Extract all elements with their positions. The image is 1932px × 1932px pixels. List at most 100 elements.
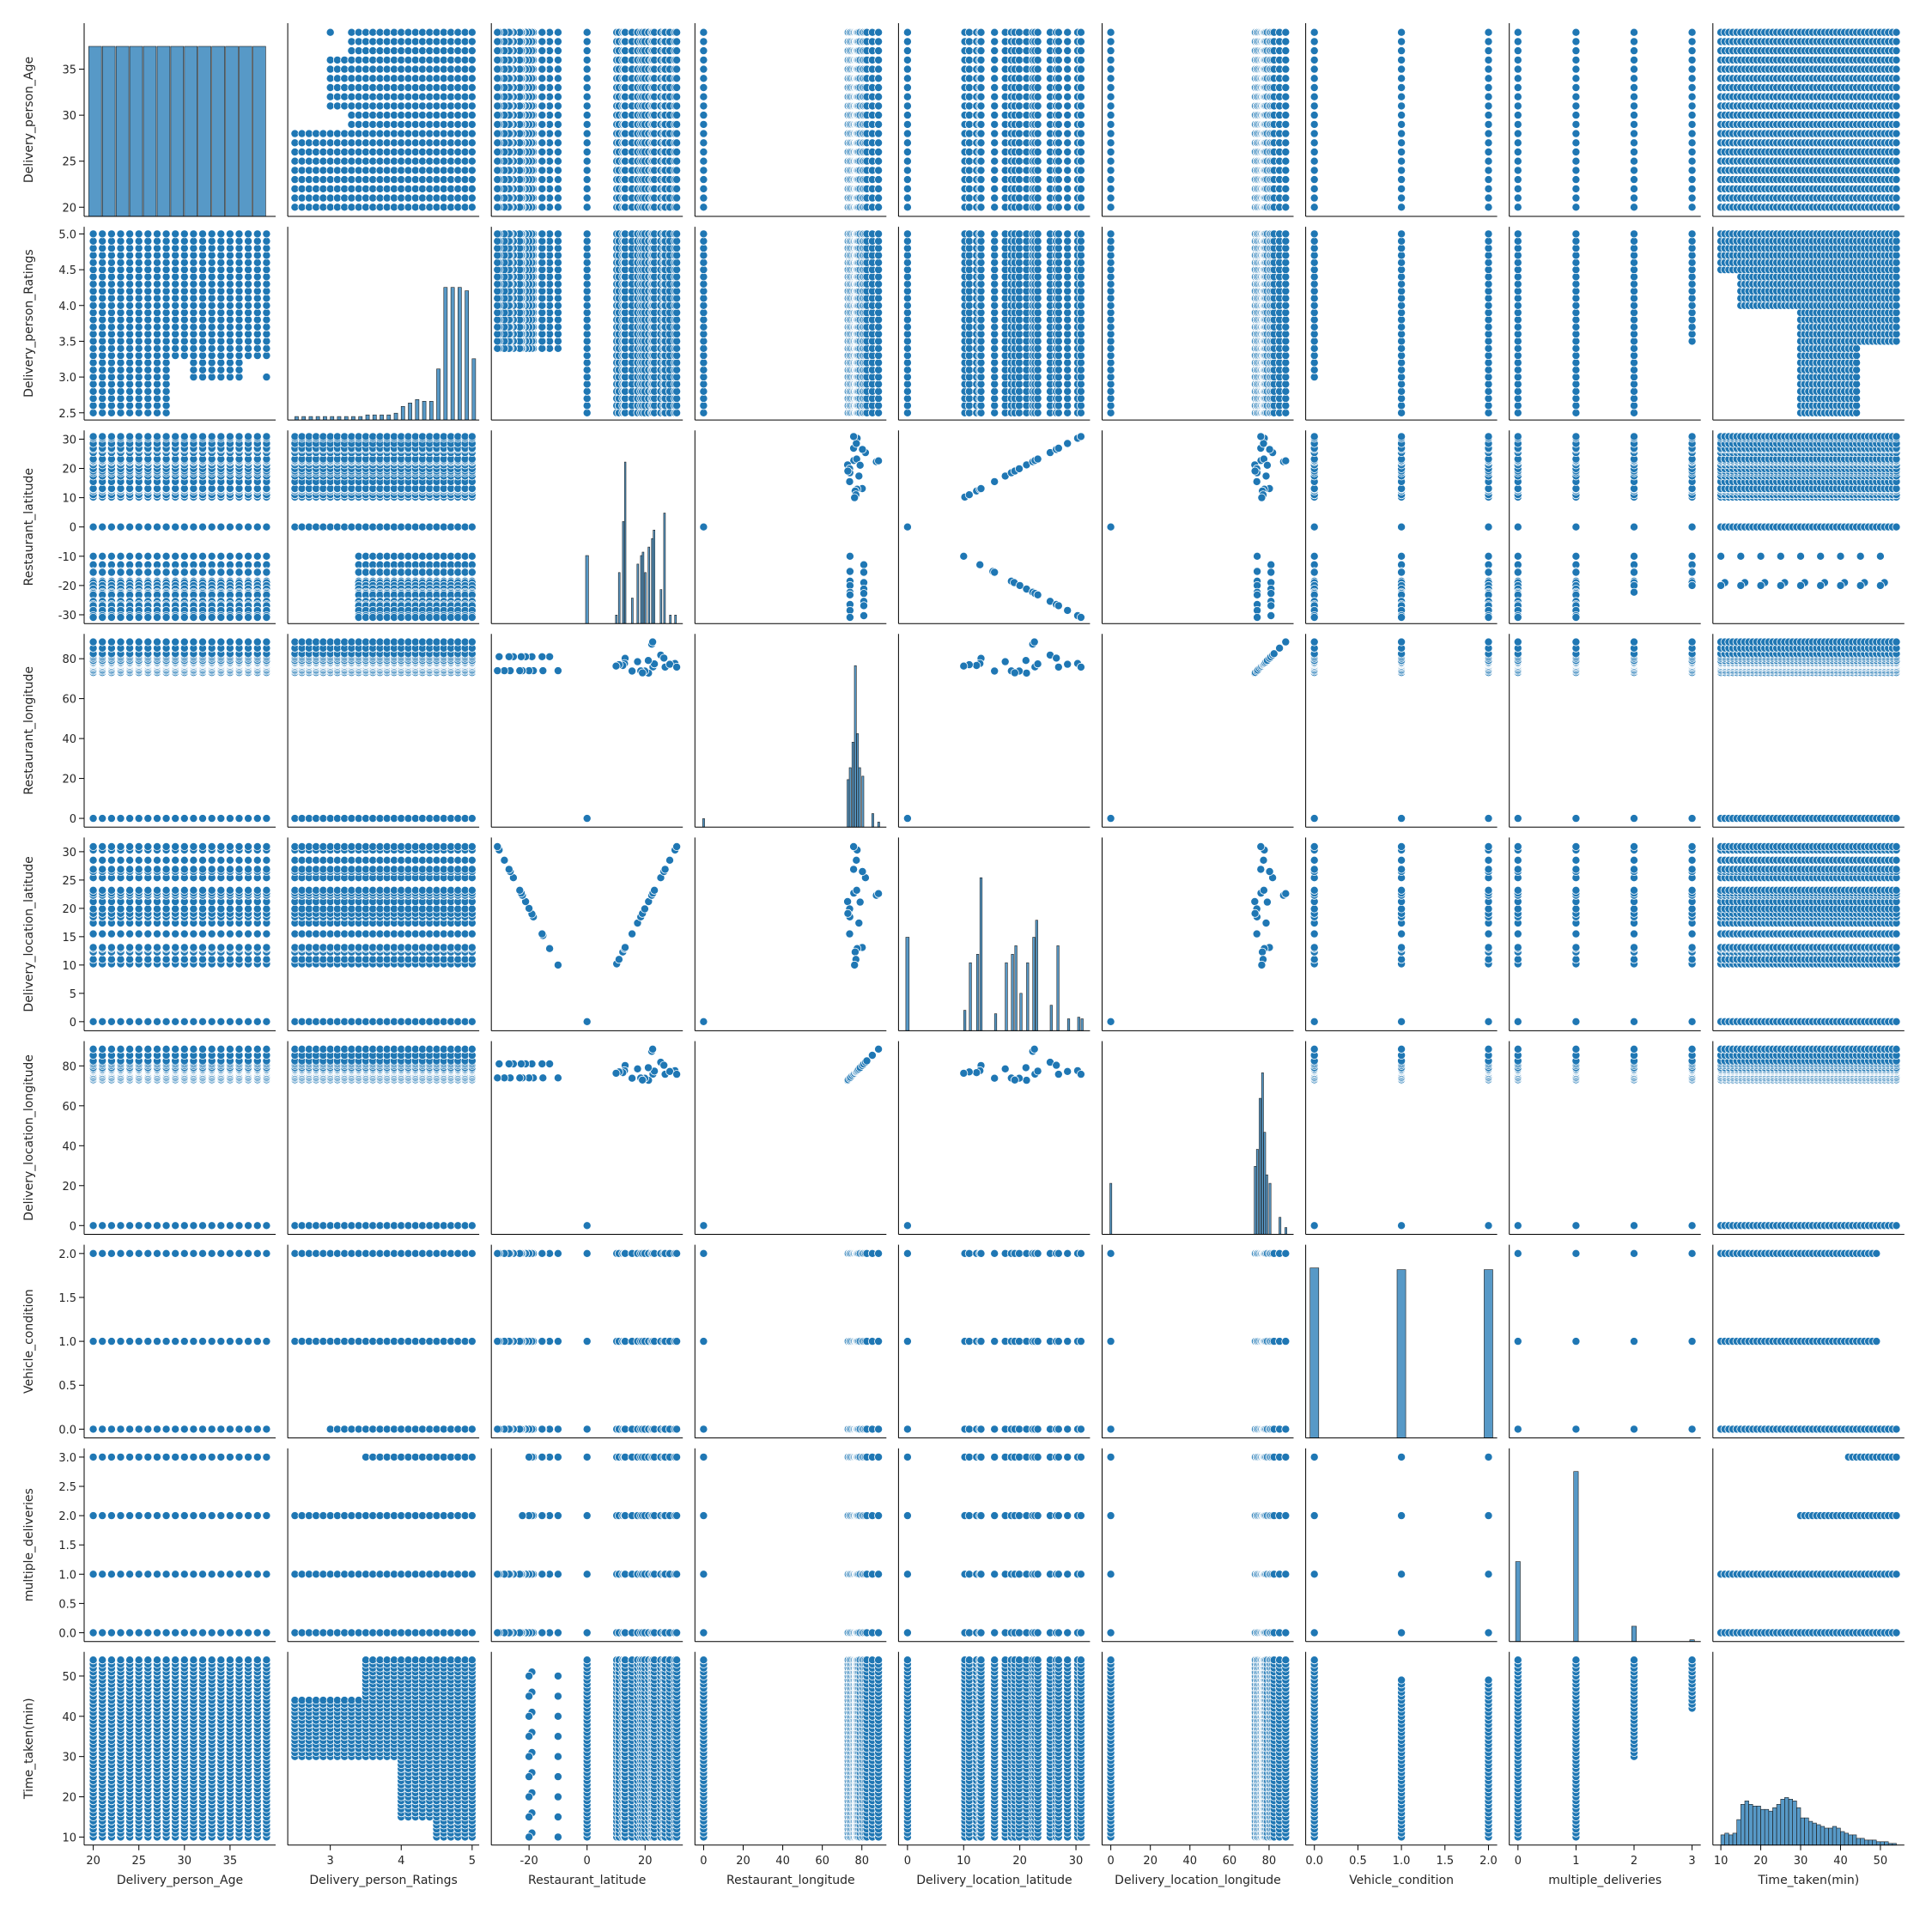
point-r0-c1-290 — [468, 102, 476, 110]
point-r0-c4-131 — [991, 148, 999, 155]
point-r0-c2-209 — [673, 157, 681, 165]
point-r0-c7-30 — [1630, 139, 1637, 147]
point-r0-c1-70 — [418, 185, 426, 192]
point-r0-c4-374 — [1064, 47, 1072, 55]
point-r0-c7-68 — [1514, 47, 1522, 55]
point-r0-c1-311 — [468, 93, 476, 100]
point-r0-c1-79 — [298, 176, 306, 184]
point-r0-c8-404 — [1893, 130, 1900, 137]
point-r0-c5-99 — [1107, 167, 1115, 174]
point-r0-c1-260 — [404, 112, 412, 119]
point-r0-c2-285 — [673, 139, 681, 147]
point-r0-c3-299 — [700, 75, 708, 82]
point-r0-c2-189 — [583, 167, 591, 174]
point-r0-c4-181 — [1034, 130, 1042, 137]
point-r0-c2-171 — [673, 167, 681, 174]
point-r0-c1-411 — [454, 47, 462, 55]
point-r0-c1-234 — [348, 120, 355, 128]
point-r0-c1-23 — [454, 204, 462, 211]
point-r0-c2-683 — [583, 47, 591, 55]
point-r0-c3-199 — [700, 120, 708, 128]
point-r0-c1-53 — [298, 185, 306, 192]
point-r0-c2-417 — [583, 112, 591, 119]
point-r0-c3-178 — [875, 130, 883, 137]
point-r0-c7-73 — [1572, 38, 1580, 46]
point-r0-c1-436 — [369, 28, 377, 36]
point-r0-c4-391 — [1034, 38, 1042, 46]
point-r0-c1-143 — [383, 157, 391, 165]
point-r0-c6-45 — [1310, 65, 1318, 73]
point-r0-c1-320 — [383, 83, 391, 91]
point-r0-c4-72 — [1015, 176, 1023, 184]
point-r0-c6-22 — [1398, 139, 1406, 147]
point-r0-c2-324 — [554, 130, 562, 137]
point-r0-c4-358 — [965, 47, 973, 55]
panel-r0-c8 — [1713, 23, 1905, 216]
point-r0-c7-39 — [1688, 120, 1696, 128]
point-r0-c6-18 — [1310, 148, 1318, 155]
point-r0-c1-376 — [333, 56, 341, 64]
hist-bar-0-10 — [226, 46, 239, 216]
point-r0-c7-23 — [1688, 157, 1696, 165]
point-r0-c3-98 — [875, 167, 883, 174]
point-r0-c6-5 — [1485, 194, 1492, 202]
point-r0-c4-419 — [903, 28, 911, 36]
point-r0-c4-206 — [1064, 120, 1072, 128]
point-r0-c4-232 — [965, 102, 973, 110]
point-r0-c4-286 — [1034, 83, 1042, 91]
point-r0-c4-16 — [1054, 204, 1062, 211]
point-r0-c4-114 — [1015, 157, 1023, 165]
point-r0-c3-359 — [700, 47, 708, 55]
point-r0-c1-86 — [348, 176, 355, 184]
point-r0-c1-432 — [326, 28, 334, 36]
point-r0-c1-136 — [333, 157, 341, 165]
point-r0-c4-377 — [903, 47, 911, 55]
point-r0-c1-295 — [355, 93, 362, 100]
point-r0-c4-278 — [991, 83, 999, 91]
point-r0-c1-133 — [313, 157, 320, 165]
point-r0-c1-108 — [319, 167, 327, 174]
point-r0-c3-119 — [700, 157, 708, 165]
point-r0-c5-39 — [1107, 194, 1115, 202]
point-r0-c4-22 — [965, 194, 973, 202]
point-r0-c2-251 — [538, 148, 546, 155]
point-r0-c7-40 — [1514, 112, 1522, 119]
point-r0-c1-259 — [398, 112, 405, 119]
point-r0-c2-476 — [554, 93, 562, 100]
point-r0-c6-2 — [1485, 204, 1492, 211]
point-r0-c1-367 — [418, 65, 426, 73]
point-r0-c2-589 — [673, 65, 681, 73]
point-r0-c7-75 — [1688, 38, 1696, 46]
point-r0-c3-358 — [875, 47, 883, 55]
point-r0-c1-285 — [433, 102, 440, 110]
point-r0-c1-46 — [433, 194, 440, 202]
point-r0-c3-18 — [875, 204, 883, 211]
point-r0-c1-364 — [398, 65, 405, 73]
point-r0-c1-253 — [355, 112, 362, 119]
point-r0-c4-307 — [1034, 75, 1042, 82]
point-r0-c1-11 — [369, 204, 377, 211]
point-r0-c7-13 — [1572, 176, 1580, 184]
point-r0-c2-682 — [494, 47, 501, 55]
point-r0-c5-358 — [1282, 47, 1290, 55]
point-r0-c1-209 — [298, 130, 306, 137]
point-r0-c4-198 — [1015, 120, 1023, 128]
point-r0-c4-293 — [903, 83, 911, 91]
point-r0-c1-247 — [440, 120, 447, 128]
point-r0-c1-408 — [433, 47, 440, 55]
point-r0-c6-53 — [1485, 47, 1492, 55]
point-r0-c4-418 — [1077, 28, 1084, 36]
point-r0-c1-202 — [433, 139, 440, 147]
point-r0-c1-107 — [313, 167, 320, 174]
point-r0-c4-265 — [1034, 93, 1042, 100]
point-r0-c1-167 — [369, 148, 377, 155]
point-r0-c7-2 — [1630, 204, 1637, 211]
point-r0-c7-32 — [1514, 130, 1522, 137]
point-r0-c1-328 — [440, 83, 447, 91]
point-r0-c3-59 — [700, 185, 708, 192]
point-r0-c4-9 — [1015, 204, 1023, 211]
point-r0-c6-20 — [1485, 148, 1492, 155]
point-r0-c4-356 — [903, 56, 911, 64]
point-r0-c1-145 — [398, 157, 405, 165]
point-r0-c2-61 — [538, 194, 546, 202]
